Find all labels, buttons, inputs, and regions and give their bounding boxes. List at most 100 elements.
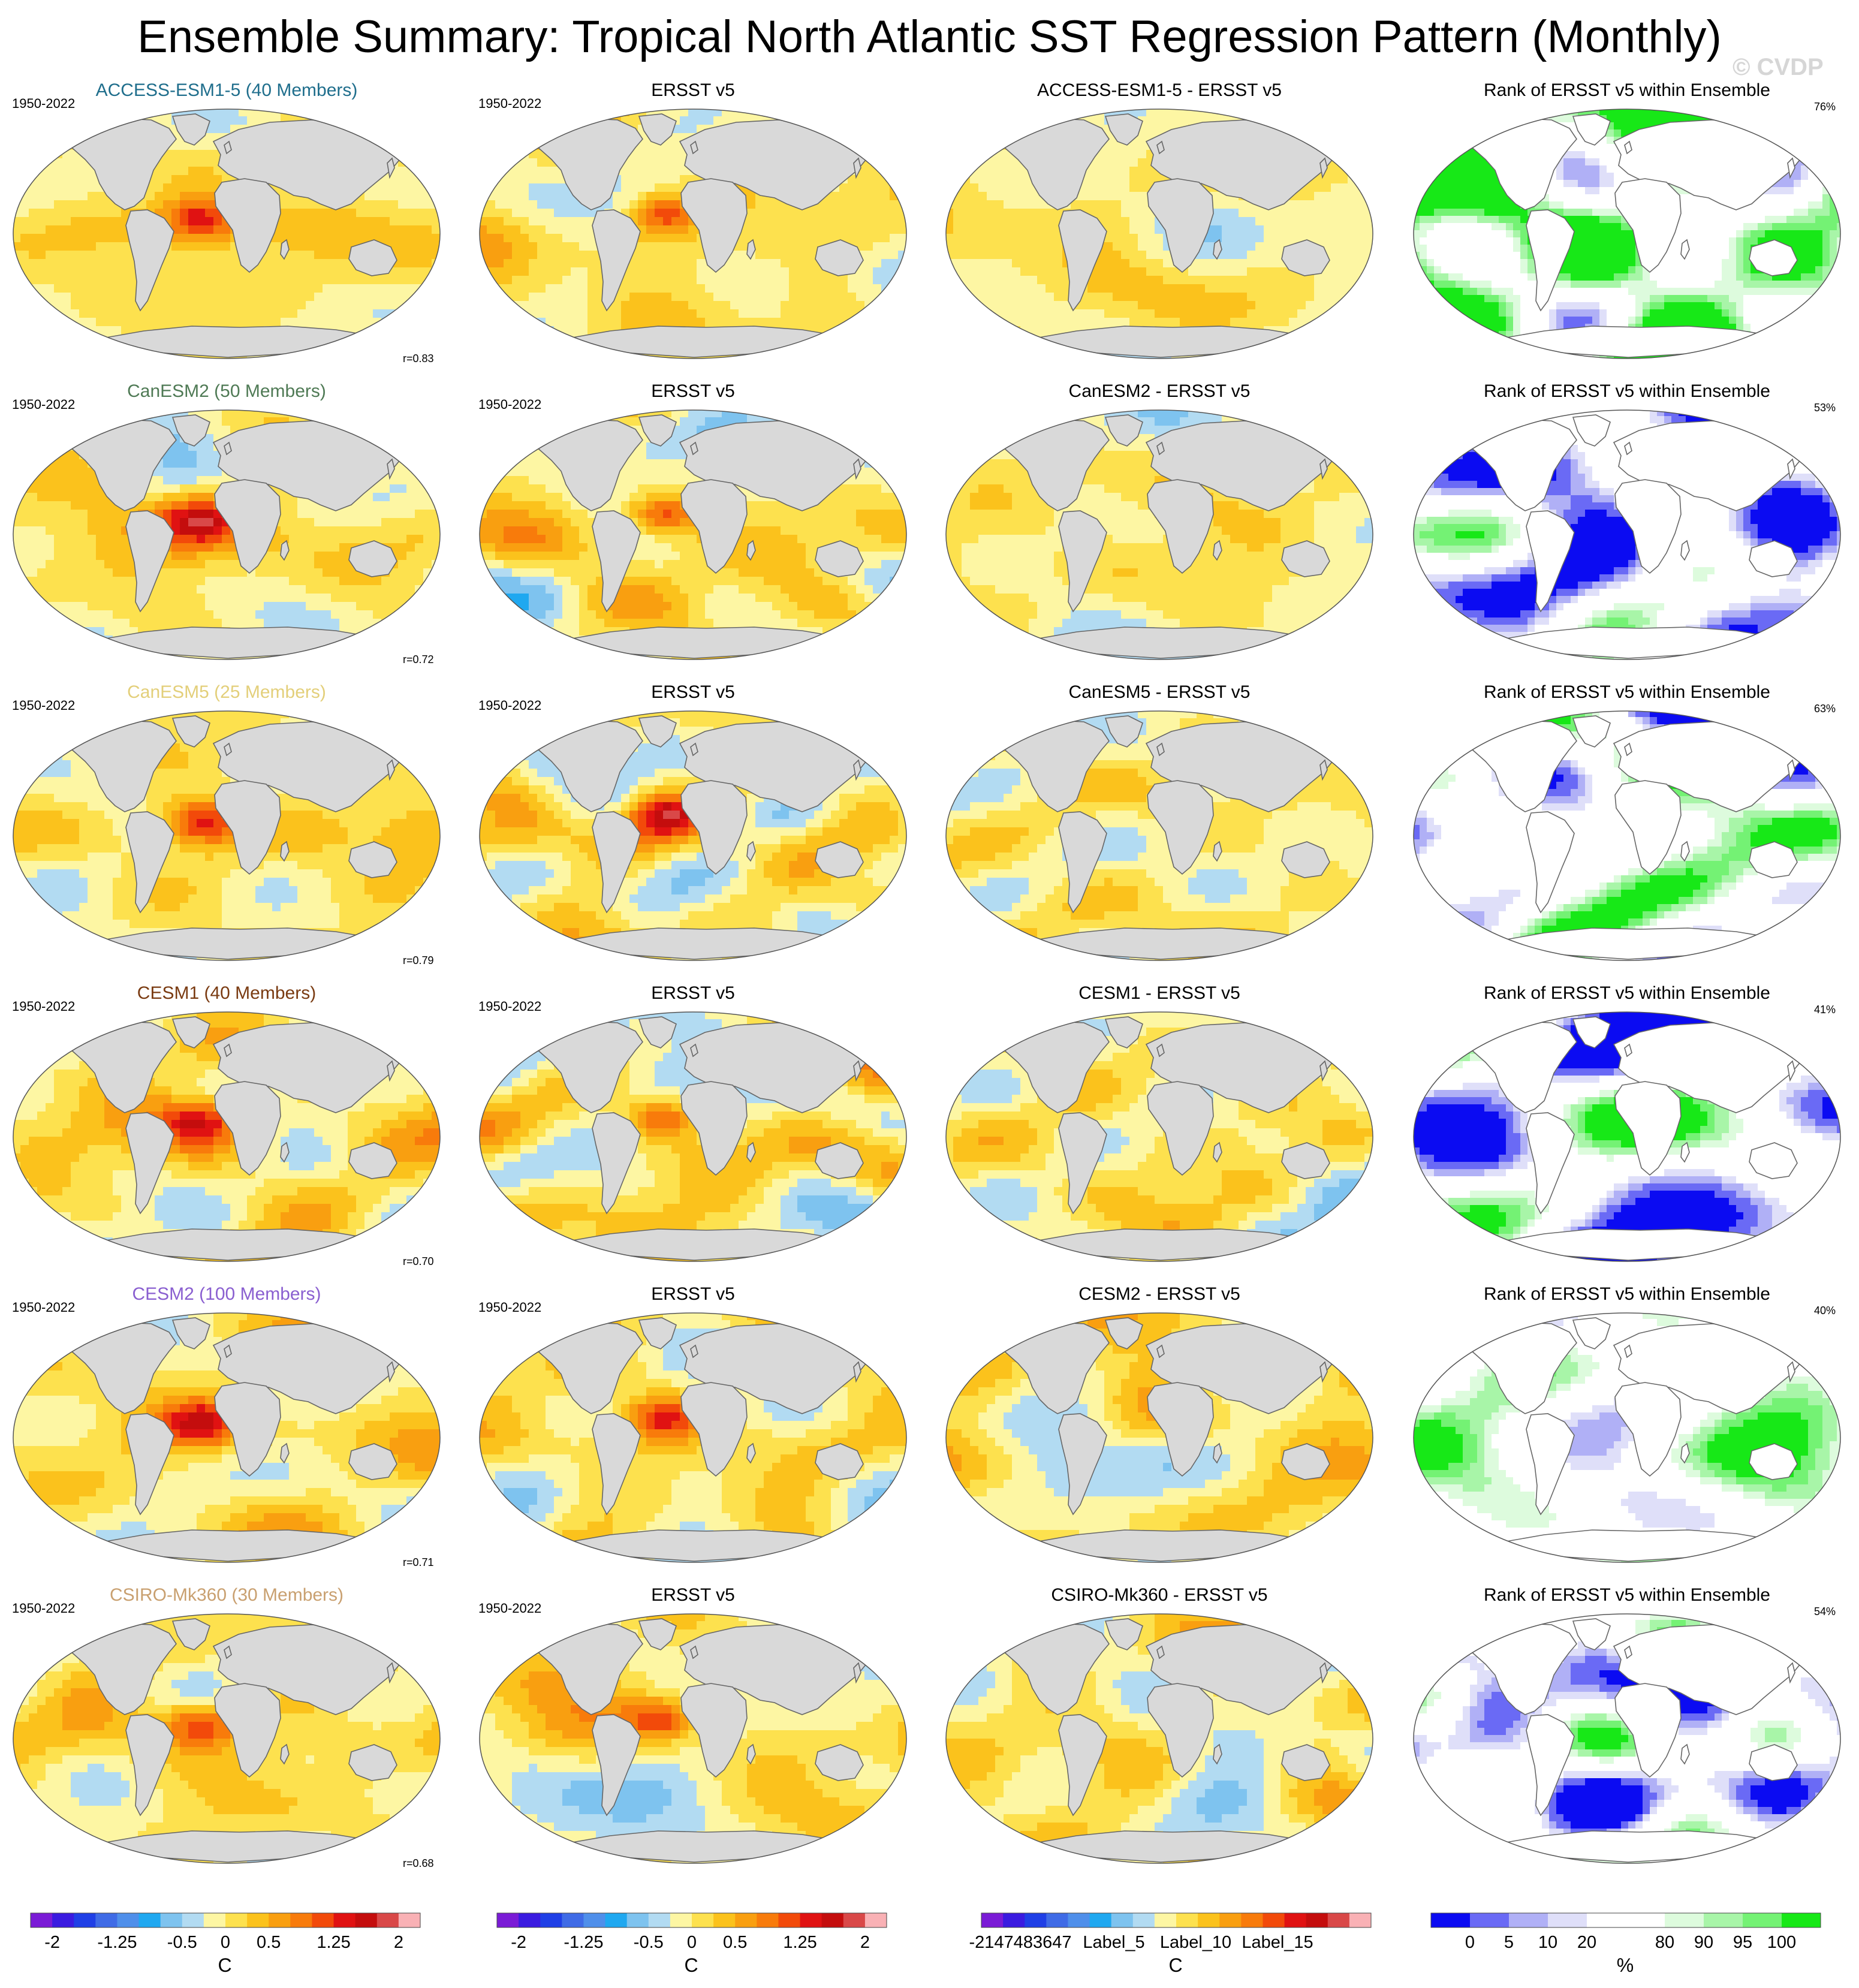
- land-madagascar: [1213, 841, 1222, 862]
- colorbar-swatch: [670, 1913, 692, 1927]
- rank-map: [1413, 109, 1841, 359]
- colorbar-swatch: [95, 1913, 117, 1927]
- map-border: [479, 1312, 907, 1563]
- obs-sst-tick-label: 0.5: [723, 1933, 747, 1953]
- land-madagascar: [1680, 841, 1690, 862]
- colorbar-swatch: [626, 1913, 649, 1927]
- land-japan: [1787, 157, 1795, 179]
- land-australia: [1281, 540, 1330, 577]
- land-africa: [214, 479, 281, 574]
- obs-sst-tick-label: 2: [860, 1933, 870, 1953]
- colorbar-swatch: [203, 1913, 226, 1927]
- difference-tick-label: -2147483647: [969, 1933, 1072, 1953]
- land-southAmerica: [1058, 510, 1107, 613]
- land-madagascar: [1680, 1743, 1690, 1765]
- colorbar-swatch: [269, 1913, 291, 1927]
- land-uk: [1624, 1043, 1632, 1058]
- land-australia: [1749, 1744, 1798, 1781]
- land-greenland: [1572, 1317, 1611, 1350]
- land-antarctica: [1495, 1830, 1774, 1863]
- land-greenland: [1572, 715, 1611, 748]
- rank-percent: 40%: [1814, 1305, 1836, 1317]
- map-border: [479, 1613, 907, 1864]
- land-southAmerica: [592, 510, 641, 613]
- land-greenland: [171, 1016, 210, 1049]
- obs-title: ERSST v5: [478, 682, 908, 703]
- land-northAmerica: [530, 1623, 644, 1715]
- obs-title: ERSST v5: [478, 80, 908, 101]
- land-southAmerica: [125, 1112, 174, 1215]
- map-border: [13, 1613, 441, 1864]
- land-northAmerica: [1464, 419, 1578, 511]
- model-title: CESM2 (100 Members): [12, 1284, 441, 1305]
- map-border: [479, 409, 907, 660]
- land-japan: [853, 1361, 861, 1383]
- colorbar-swatch: [290, 1913, 312, 1927]
- land-japan: [1319, 1662, 1328, 1684]
- rank-percent: 41%: [1814, 1004, 1836, 1016]
- difference-units: C: [1168, 1954, 1182, 1977]
- land-madagascar: [746, 1442, 756, 1464]
- land-uk: [1624, 441, 1632, 456]
- land-africa: [680, 479, 748, 574]
- land-madagascar: [280, 239, 290, 260]
- difference-title: CanESM5 - ERSST v5: [945, 682, 1374, 703]
- land-australia: [815, 239, 864, 276]
- obs-title: ERSST v5: [478, 1284, 908, 1305]
- obs-title: ERSST v5: [478, 1585, 908, 1606]
- land-japan: [853, 458, 861, 480]
- land-greenland: [1104, 1317, 1143, 1350]
- page-title: Ensemble Summary: Tropical North Atlanti…: [0, 7, 1859, 67]
- obs-sst-tick-label: 1.25: [783, 1933, 816, 1953]
- land-northAmerica: [1464, 720, 1578, 812]
- rank-tick-label: 10: [1538, 1933, 1557, 1953]
- land-australia: [815, 841, 864, 878]
- pattern-correlation: r=0.72: [403, 653, 434, 666]
- land-greenland: [171, 113, 210, 146]
- land-northAmerica: [996, 1021, 1110, 1113]
- colorbar-swatch: [497, 1913, 519, 1927]
- land-uk: [1156, 1344, 1165, 1359]
- land-uk: [690, 1344, 698, 1359]
- pattern-correlation: r=0.79: [403, 954, 434, 967]
- land-uk: [224, 1645, 232, 1659]
- model-title: CESM1 (40 Members): [12, 983, 441, 1004]
- obs-sst-tick-label: -1.25: [564, 1933, 603, 1953]
- land-northAmerica: [1464, 1623, 1578, 1715]
- rank-map: [1413, 1312, 1841, 1563]
- difference-map: [945, 710, 1373, 961]
- land-madagascar: [746, 1743, 756, 1765]
- land-australia: [815, 1744, 864, 1781]
- land-northAmerica: [530, 1021, 644, 1113]
- land-japan: [387, 458, 395, 480]
- land-madagascar: [1213, 239, 1222, 260]
- land-africa: [214, 1081, 281, 1176]
- land-greenland: [1104, 414, 1143, 447]
- difference-map: [945, 1312, 1373, 1563]
- colorbar-swatch: [519, 1913, 541, 1927]
- map-border: [13, 1011, 441, 1262]
- difference-tick-label: Label_10: [1160, 1933, 1231, 1953]
- land-africa: [1147, 780, 1214, 875]
- colorbar-swatch: [1046, 1913, 1068, 1927]
- land-uk: [690, 742, 698, 757]
- rank-percent: 63%: [1814, 703, 1836, 715]
- land-madagascar: [746, 841, 756, 862]
- land-madagascar: [280, 1141, 290, 1163]
- land-greenland: [1572, 1618, 1611, 1650]
- colorbar-swatch: [1349, 1913, 1372, 1927]
- field-layer: [480, 711, 906, 960]
- land-africa: [1147, 1683, 1214, 1778]
- model-regression-map: [13, 1613, 441, 1864]
- land-northAmerica: [530, 419, 644, 511]
- land-australia: [348, 540, 397, 577]
- land-antarctica: [1495, 326, 1774, 358]
- map-border: [945, 1011, 1373, 1262]
- land-japan: [1787, 1662, 1795, 1684]
- land-japan: [1319, 759, 1328, 781]
- land-antarctica: [1495, 1529, 1774, 1562]
- difference-map: [945, 409, 1373, 660]
- colorbar-swatch: [31, 1913, 53, 1927]
- map-border: [945, 1613, 1373, 1864]
- land-japan: [387, 1662, 395, 1684]
